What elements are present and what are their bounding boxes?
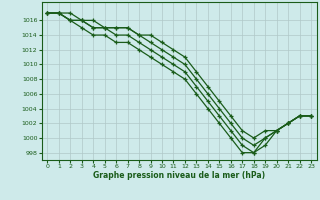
X-axis label: Graphe pression niveau de la mer (hPa): Graphe pression niveau de la mer (hPa) [93,171,265,180]
